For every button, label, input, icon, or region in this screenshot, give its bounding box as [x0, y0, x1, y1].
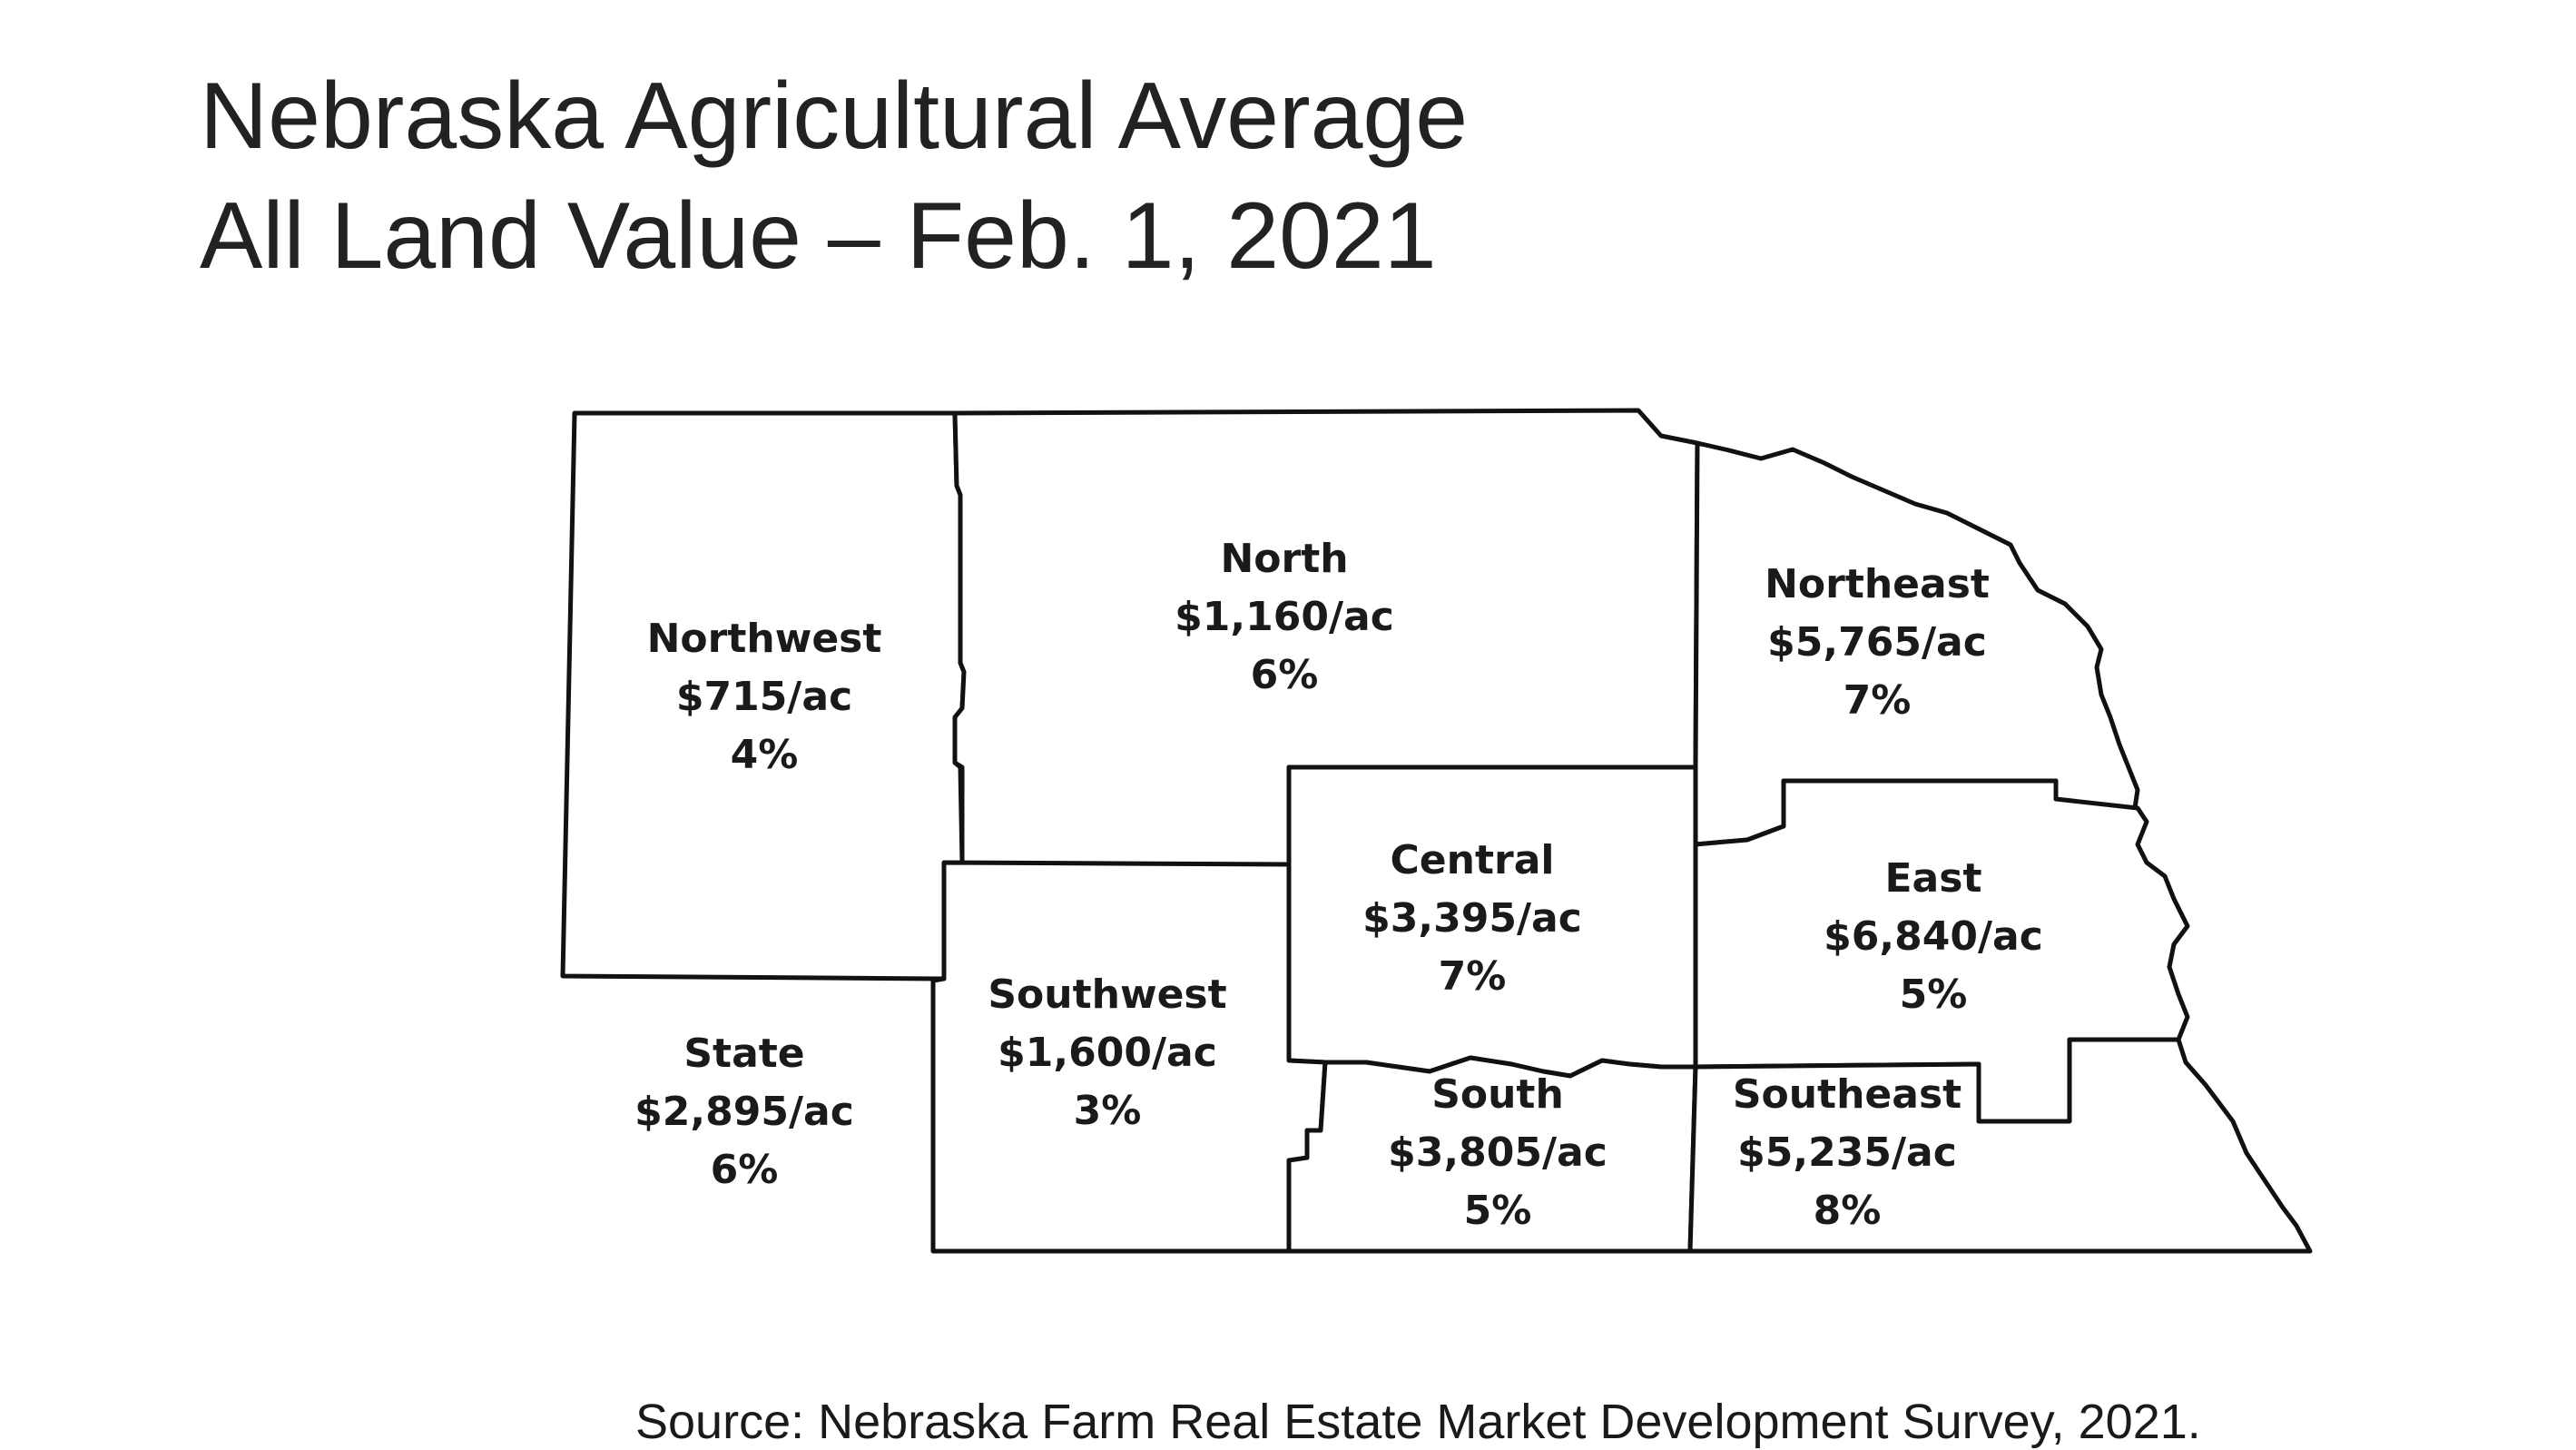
- region-north-change: 6%: [1251, 652, 1319, 698]
- region-southeast-label: Southeast $5,235/ac 8%: [1733, 1071, 1961, 1234]
- region-northeast-label: Northeast $5,765/ac 7%: [1765, 561, 1990, 724]
- region-southwest-change: 3%: [1074, 1088, 1142, 1134]
- region-east-value: $6,840/ac: [1824, 913, 2043, 960]
- region-southwest-name: Southwest: [988, 972, 1226, 1018]
- region-northeast-value: $5,765/ac: [1767, 619, 1987, 666]
- region-central-name: Central: [1391, 837, 1555, 883]
- source-note: Source: Nebraska Farm Real Estate Market…: [635, 1395, 2201, 1449]
- region-east-label: East $6,840/ac 5%: [1824, 855, 2043, 1018]
- region-southeast-value: $5,235/ac: [1737, 1129, 1957, 1176]
- region-south-name: South: [1431, 1071, 1564, 1118]
- region-southwest-value: $1,600/ac: [998, 1030, 1217, 1076]
- region-north-value: $1,160/ac: [1175, 594, 1394, 640]
- region-north-label: North $1,160/ac 6%: [1175, 536, 1394, 698]
- region-northwest-name: Northwest: [647, 616, 882, 662]
- region-south-label: South $3,805/ac 5%: [1388, 1071, 1608, 1234]
- region-northeast-name: Northeast: [1765, 561, 1990, 607]
- region-south[interactable]: [1286, 1055, 1698, 1254]
- region-north-name: North: [1220, 536, 1348, 582]
- page-title: Nebraska Agricultural Average All Land V…: [200, 56, 1468, 296]
- title-line-1: Nebraska Agricultural Average: [200, 64, 1469, 169]
- region-southeast-change: 8%: [1814, 1188, 1882, 1234]
- region-south-value: $3,805/ac: [1388, 1129, 1608, 1176]
- region-labels: Northwest $715/ac 4% North $1,160/ac 6% Northe…: [634, 536, 2043, 1234]
- region-southwest-label: Southwest $1,600/ac 3%: [988, 972, 1226, 1134]
- region-central-value: $3,395/ac: [1362, 895, 1582, 942]
- region-northwest-label: Northwest $715/ac 4%: [647, 616, 882, 778]
- region-northwest-change: 4%: [731, 732, 799, 778]
- region-east-change: 5%: [1900, 972, 1968, 1018]
- region-northwest-value: $715/ac: [676, 674, 852, 720]
- region-northeast-change: 7%: [1844, 677, 1912, 724]
- region-southeast[interactable]: [1687, 1037, 2313, 1254]
- state-change: 6%: [711, 1147, 779, 1193]
- region-south-change: 5%: [1464, 1188, 1532, 1234]
- title-line-2: All Land Value – Feb. 1, 2021: [200, 183, 1437, 289]
- region-central-change: 7%: [1439, 953, 1507, 1000]
- region-north[interactable]: [952, 408, 1700, 870]
- region-central-label: Central $3,395/ac 7%: [1362, 837, 1582, 1000]
- state-label: State $2,895/ac 6%: [634, 1031, 854, 1193]
- state-name: State: [683, 1031, 804, 1077]
- state-value: $2,895/ac: [634, 1089, 854, 1135]
- region-east-name: East: [1885, 855, 1982, 902]
- region-southeast-name: Southeast: [1733, 1071, 1961, 1118]
